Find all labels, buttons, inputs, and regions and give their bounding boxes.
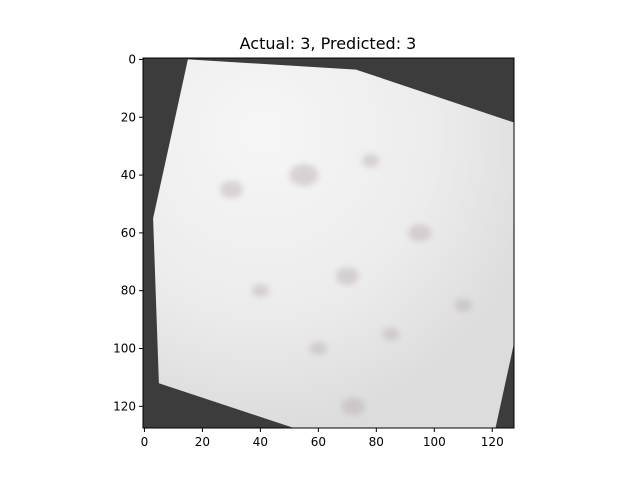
texture-spot bbox=[341, 397, 365, 416]
y-tick-label: 40 bbox=[121, 168, 136, 182]
x-axis-ticks: 0 20 40 60 80 100 120 bbox=[141, 428, 504, 449]
texture-patch bbox=[153, 59, 514, 428]
texture-spot bbox=[251, 284, 270, 298]
y-tick-label: 0 bbox=[128, 52, 136, 66]
x-tick-label: 40 bbox=[253, 435, 268, 449]
texture-spot bbox=[219, 180, 244, 199]
axes-frame bbox=[142, 57, 515, 429]
y-tick-label: 100 bbox=[113, 342, 136, 356]
x-tick-label: 0 bbox=[141, 435, 149, 449]
x-tick-label: 80 bbox=[369, 435, 384, 449]
x-tick-label: 20 bbox=[195, 435, 210, 449]
y-tick-label: 20 bbox=[121, 110, 136, 124]
image-axes bbox=[142, 57, 515, 429]
chart-title: Actual: 3, Predicted: 3 bbox=[240, 34, 417, 53]
texture-spot bbox=[361, 154, 380, 168]
texture-spot bbox=[309, 341, 328, 356]
y-tick-label: 80 bbox=[121, 284, 136, 298]
x-tick-label: 60 bbox=[311, 435, 326, 449]
texture-spot bbox=[289, 164, 319, 187]
texture-spot bbox=[335, 267, 359, 286]
texture-spot bbox=[408, 224, 432, 242]
y-axis-ticks: 0 20 40 60 80 100 120 bbox=[113, 52, 143, 413]
x-tick-label: 120 bbox=[481, 435, 504, 449]
y-tick-label: 120 bbox=[113, 399, 136, 413]
y-tick-label: 60 bbox=[121, 226, 136, 240]
x-tick-label: 100 bbox=[423, 435, 446, 449]
texture-spot bbox=[382, 327, 400, 341]
texture-spot bbox=[454, 298, 472, 312]
